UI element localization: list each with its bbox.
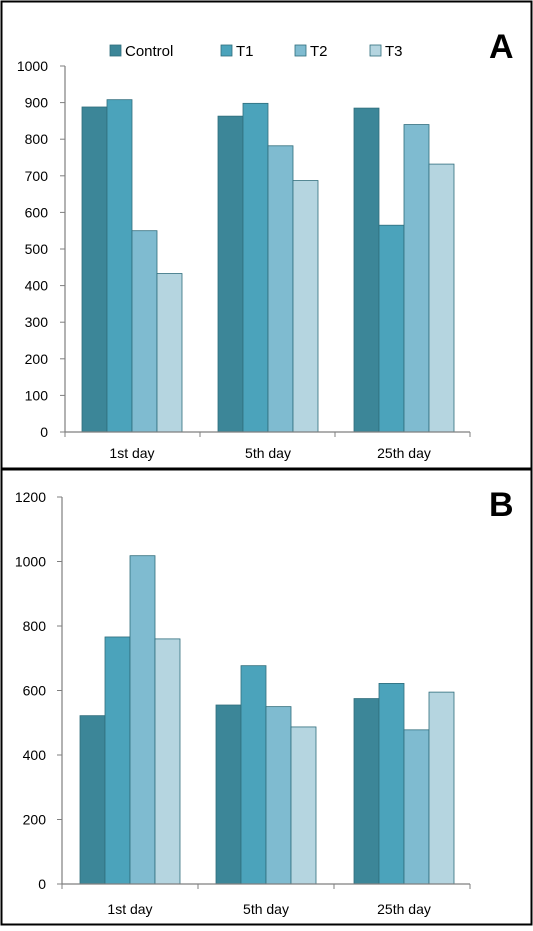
panel-b-bar-control-2 — [215, 704, 242, 885]
panel-a-x-label: 25th day — [377, 445, 431, 461]
panel-a-bar-t1-3 — [378, 224, 405, 433]
panel-a-bar-t3-1 — [156, 273, 183, 433]
legend-label-control: Control — [125, 43, 173, 60]
panel-b-bar-t1-1 — [104, 636, 131, 885]
panel-a-bar-t1-1 — [106, 99, 133, 433]
panel-b-letter: B — [489, 486, 514, 524]
panel-a-y-tick-label: 0 — [40, 424, 48, 440]
panel-b-y-tick-label: 400 — [23, 747, 47, 763]
panel-b-bar-t2-3 — [403, 729, 430, 885]
panel-b-bar-t1-2 — [240, 665, 267, 885]
panel-a-plot: 0 100 200 300 400 500 600 700 800 900 1000 1st day 5… — [17, 58, 471, 461]
panel-a-y-tick-label: 600 — [25, 204, 49, 220]
panel-a-y-tick-label: 100 — [25, 387, 49, 403]
panel-b-y-tick-label: 200 — [23, 812, 47, 828]
panel-a-y-tick-label: 1000 — [17, 58, 48, 74]
panel-a-x-label: 5th day — [245, 445, 291, 461]
panel-a-y-tick-label: 200 — [25, 351, 49, 367]
panel-b-bar-t3-1 — [154, 638, 181, 885]
panel-b-bar-t2-1 — [129, 555, 156, 885]
legend-swatch-t2 — [294, 44, 307, 57]
panel-a-bar-t2-1 — [131, 230, 158, 433]
legend-swatch-control — [109, 44, 122, 57]
panel-a-bar-control-1 — [81, 106, 108, 433]
panel-b-x-label: 1st day — [107, 901, 152, 917]
panel-b-bar-t3-2 — [290, 726, 317, 885]
panel-b-bar-t3-3 — [428, 691, 455, 885]
panel-b-bar-control-3 — [353, 698, 380, 885]
legend-swatch-t1 — [220, 44, 233, 57]
panel-a-x-label: 1st day — [109, 445, 154, 461]
panel-b-y-tick-label: 1000 — [15, 554, 46, 570]
panel-b-x-label: 25th day — [377, 901, 431, 917]
panel-a-y-tick-label: 700 — [25, 168, 49, 184]
panel-a-bar-control-2 — [217, 115, 244, 433]
panel-a-y-tick-label: 900 — [25, 95, 49, 111]
legend-swatch-t3 — [369, 44, 382, 57]
panel-b-bar-t2-2 — [265, 706, 292, 885]
panel-a-bar-t3-2 — [292, 180, 319, 433]
legend-label-t3: T3 — [385, 43, 403, 60]
legend: Control T1 T2 T3 — [109, 43, 403, 60]
panel-b-bar-control-1 — [79, 715, 106, 885]
panel-b-frame — [0, 468, 533, 926]
panel-b-y-tick-label: 800 — [23, 618, 47, 634]
panel-a-bar-control-3 — [353, 107, 380, 433]
panel-b-y-tick-label: 0 — [38, 876, 46, 892]
panel-a-bar-t3-3 — [428, 163, 455, 433]
panel-a-letter: A — [489, 28, 514, 66]
legend-label-t1: T1 — [236, 43, 254, 60]
panel-b-y-tick-label: 1200 — [15, 489, 46, 505]
panel-b-bar-t1-3 — [378, 683, 405, 885]
panel-b-plot: 0 200 400 600 800 1000 1200 1st day 5th day 25th … — [15, 489, 471, 917]
panel-b-x-label: 5th day — [243, 901, 289, 917]
panel-a-bar-t2-2 — [267, 145, 294, 433]
panel-a-y-tick-label: 800 — [25, 131, 49, 147]
panel-b-y-tick-label: 600 — [23, 683, 47, 699]
panel-a-bar-t1-2 — [242, 102, 269, 433]
legend-label-t2: T2 — [310, 43, 328, 60]
panel-a-y-tick-label: 500 — [25, 241, 49, 257]
panel-a-y-tick-label: 400 — [25, 278, 49, 294]
panel-a-y-tick-label: 300 — [25, 314, 49, 330]
panel-a-bar-t2-3 — [403, 124, 430, 433]
